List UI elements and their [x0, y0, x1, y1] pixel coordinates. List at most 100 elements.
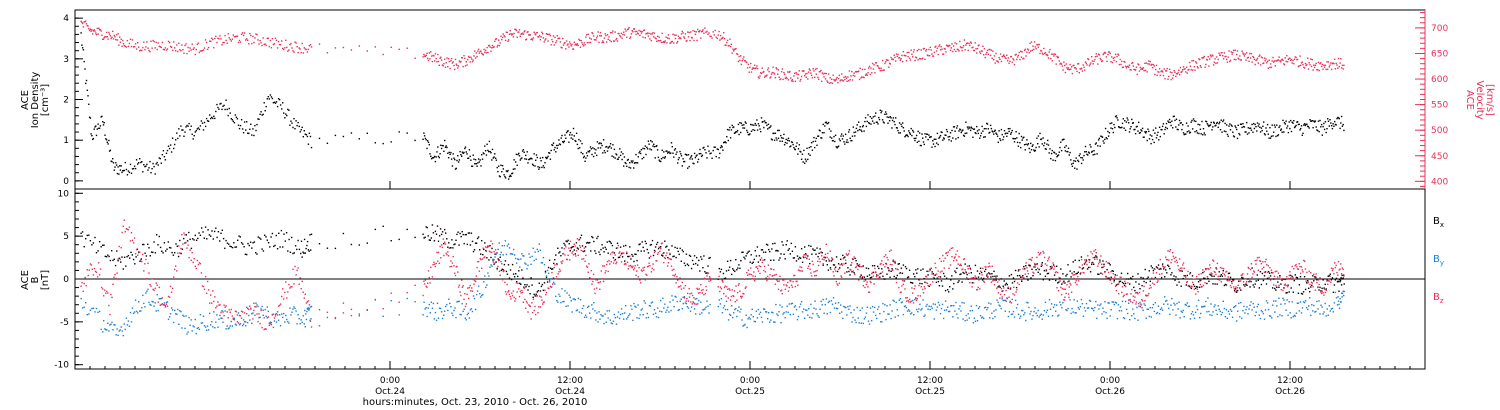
density-point	[1223, 130, 1226, 132]
density-point	[1184, 133, 1186, 135]
b-point-bx	[971, 282, 974, 284]
velocity-point	[284, 47, 286, 49]
density-point	[472, 154, 474, 156]
density-point	[659, 160, 661, 162]
b-point-by	[693, 308, 696, 310]
velocity-point	[1121, 66, 1124, 69]
density-point	[942, 137, 945, 139]
density-point	[182, 129, 184, 131]
density-point	[851, 140, 853, 142]
density-point	[549, 158, 552, 160]
velocity-point	[1064, 64, 1066, 67]
velocity-point	[1017, 54, 1020, 57]
velocity-point	[1269, 66, 1271, 69]
b-point-bx	[814, 249, 816, 251]
density-point	[178, 128, 180, 130]
velocity-point	[1239, 55, 1241, 57]
b-point-bx	[598, 251, 600, 253]
density-point	[1315, 126, 1317, 128]
b-point-by	[888, 313, 890, 315]
velocity-point	[1100, 58, 1102, 61]
density-point	[505, 170, 508, 172]
velocity-point	[976, 48, 979, 50]
density-point	[1220, 119, 1222, 121]
b-point-by	[257, 305, 259, 308]
velocity-point	[471, 58, 473, 60]
density-point	[1024, 149, 1026, 151]
b-point-bx	[152, 251, 154, 254]
velocity-point	[1324, 64, 1327, 66]
density-point	[1239, 134, 1241, 136]
density-point	[760, 117, 763, 119]
b-point-bx	[941, 285, 944, 287]
density-point	[1076, 168, 1078, 170]
density-point	[1153, 141, 1155, 144]
density-point	[666, 152, 669, 154]
velocity-point	[969, 44, 971, 47]
b-point-bx	[94, 236, 96, 239]
velocity-point	[797, 77, 799, 79]
b-point-by	[652, 313, 655, 315]
density-point	[678, 157, 680, 159]
density-point	[1216, 121, 1219, 124]
density-point	[1215, 124, 1217, 126]
b-point-by	[741, 319, 743, 321]
b-point-bx	[719, 271, 722, 273]
velocity-point	[966, 42, 969, 44]
b-point-by	[755, 310, 758, 312]
velocity-point	[1340, 67, 1343, 69]
density-tick-label: 4	[63, 14, 69, 24]
b-point-bx	[1056, 265, 1058, 267]
b-point-bx	[1245, 283, 1247, 286]
velocity-point	[960, 47, 962, 49]
density-point	[873, 122, 875, 124]
density-point	[563, 140, 565, 142]
density-point	[293, 118, 295, 120]
b-point-by	[683, 296, 686, 298]
density-point	[834, 140, 836, 143]
b-point-bx	[1338, 290, 1340, 292]
velocity-point	[82, 26, 85, 28]
density-point	[111, 160, 113, 163]
velocity-point	[1001, 55, 1003, 58]
b-point-bx	[1175, 276, 1177, 278]
b-point-bx	[1165, 269, 1167, 271]
velocity-point	[1144, 62, 1146, 64]
velocity-point	[88, 29, 91, 32]
b-point-by	[663, 307, 665, 309]
velocity-point	[567, 43, 569, 45]
density-point	[832, 140, 834, 142]
velocity-point	[747, 63, 750, 66]
b-point-by	[500, 251, 502, 254]
velocity-point	[1165, 70, 1168, 72]
velocity-point	[886, 59, 888, 61]
b-point-by	[981, 316, 984, 318]
velocity-point	[504, 36, 506, 38]
velocity-point	[972, 49, 975, 52]
density-point	[302, 136, 304, 138]
b-point-bx	[1130, 277, 1132, 279]
b-point-bx	[135, 256, 137, 258]
density-point	[450, 158, 453, 160]
b-point-by	[618, 317, 621, 320]
density-point	[1312, 127, 1314, 129]
b-point-by	[627, 316, 629, 318]
velocity-point	[679, 36, 681, 39]
velocity-point	[692, 29, 694, 32]
density-point	[773, 139, 776, 141]
velocity-point	[107, 38, 109, 40]
density-point	[456, 159, 458, 162]
b-point-bx	[940, 280, 943, 282]
b-point-bx	[296, 248, 298, 251]
density-point	[202, 129, 205, 131]
velocity-point	[857, 71, 859, 73]
b-point-by	[937, 301, 940, 304]
b-point-bx	[1268, 272, 1271, 274]
b-point-bx	[977, 276, 980, 278]
velocity-point	[318, 43, 321, 45]
density-point	[658, 159, 660, 161]
velocity-point	[891, 58, 894, 60]
b-point-bx	[233, 242, 235, 244]
velocity-point	[555, 41, 557, 44]
b-point-bx	[768, 248, 770, 251]
